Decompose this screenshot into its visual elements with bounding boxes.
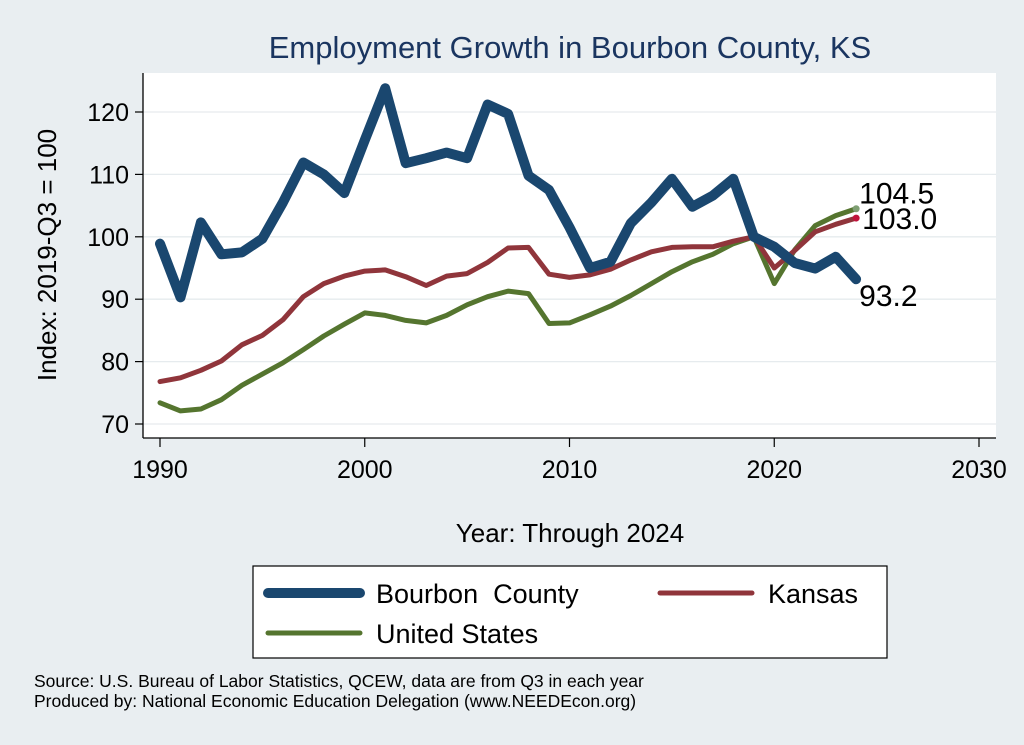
x-axis-label: Year: Through 2024 [456, 518, 684, 548]
x-tick-label-2020: 2020 [746, 456, 802, 484]
legend-box [252, 565, 888, 659]
y-tick-label-80: 80 [101, 349, 129, 377]
end-marker-kansas [852, 214, 860, 222]
series-lines [155, 83, 862, 414]
x-tick-label-2010: 2010 [542, 456, 598, 484]
produced-by-line: Produced by: National Economic Education… [34, 691, 637, 711]
end-label-kansas: 103.0 [862, 203, 937, 236]
plot-area [143, 73, 996, 438]
legend-label-kansas: Kansas [768, 579, 858, 609]
source-line: Source: U.S. Bureau of Labor Statistics,… [34, 671, 644, 691]
axes: 70 80 90 100 110 120 1990 2000 2010 2020 2030 [87, 73, 1007, 484]
legend: Bourbon County Kansas United States [252, 565, 888, 659]
y-tick-label-70: 70 [101, 411, 129, 439]
source-notes: Source: U.S. Bureau of Labor Statistics,… [34, 671, 644, 711]
end-marker-united-states [852, 205, 860, 213]
y-axis-label: Index: 2019-Q3 = 100 [32, 129, 62, 381]
end-label-united-states: 104.5 [859, 178, 934, 211]
legend-label-bourbon: Bourbon County [376, 579, 579, 609]
y-tick-label-90: 90 [101, 286, 129, 314]
y-tick-label-120: 120 [87, 99, 129, 127]
x-tick-label-1990: 1990 [132, 456, 188, 484]
x-tick-label-2000: 2000 [337, 456, 393, 484]
x-tick-label-2030: 2030 [951, 456, 1007, 484]
chart-title: Employment Growth in Bourbon County, KS [269, 30, 872, 65]
end-label-bourbon-county: 93.2 [859, 280, 917, 313]
y-tick-label-110: 110 [89, 161, 129, 189]
series-line-kansas [157, 215, 859, 385]
series-line-bourbon-county [155, 83, 862, 303]
legend-label-us: United States [376, 619, 538, 649]
y-tick-label-100: 100 [87, 224, 129, 252]
